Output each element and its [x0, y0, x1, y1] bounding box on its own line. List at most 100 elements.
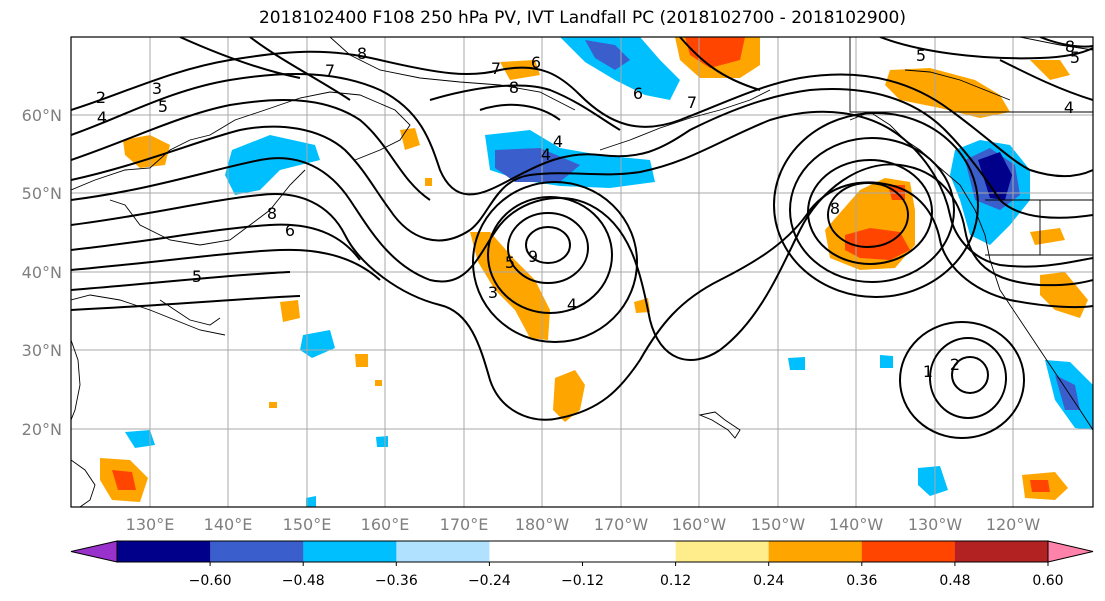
latitude-labels: 60°N 50°N 40°N 30°N 20°N	[22, 106, 62, 439]
neg-anomaly-region	[225, 135, 320, 195]
lon-label: 140°E	[204, 515, 253, 534]
contour-label: 6	[633, 84, 643, 103]
colorbar-segment	[303, 541, 397, 562]
contour-label: 3	[488, 283, 498, 302]
contour-label: 4	[553, 132, 563, 151]
neg-anomaly-region	[376, 436, 388, 447]
contour-label: 6	[285, 221, 295, 240]
colorbar-tick-label: −0.36	[375, 573, 418, 589]
contour-label: 5	[1070, 48, 1080, 67]
contour-label: 4	[97, 108, 107, 127]
colorbar-tick-label: −0.48	[282, 573, 325, 589]
colorbar: −0.60 −0.48 −0.36 −0.24 −0.12 0.12 0.24 0.36 0.4…	[70, 540, 1094, 589]
neg-anomaly-region	[978, 152, 1012, 200]
lon-label: 170°W	[594, 515, 649, 534]
pos-anomaly-region	[885, 68, 1010, 118]
map-frame	[70, 36, 1094, 508]
pos-anomaly-region	[123, 135, 170, 168]
neg-anomaly-region	[585, 40, 630, 70]
neg-anomaly-region	[306, 496, 316, 507]
pos-anomaly-region	[1030, 480, 1050, 492]
pos-anomaly-region	[470, 232, 550, 340]
colorbar-tick-label: 0.48	[939, 573, 970, 589]
contour-label: 8	[830, 199, 840, 218]
colorbar-segment	[954, 541, 1049, 562]
colorbar-segment	[582, 541, 677, 562]
neg-anomaly-region	[788, 357, 805, 370]
contour-label: 8	[1065, 37, 1075, 56]
pos-anomaly-region	[1030, 228, 1065, 245]
colorbar-max-extension	[1047, 540, 1094, 563]
colorbar-segment	[396, 541, 490, 562]
pos-anomaly-region	[685, 37, 745, 68]
colorbar-tick-label: −0.24	[468, 573, 511, 589]
colorbar-segment	[210, 541, 304, 562]
neg-anomaly-region	[560, 37, 680, 100]
colorbar-tick-label: −0.60	[189, 573, 232, 589]
colorbar-tick-label: 0.60	[1032, 573, 1063, 589]
contour-label: 5	[505, 253, 515, 272]
contour-label: 2	[950, 355, 960, 374]
lon-label: 140°W	[829, 515, 884, 534]
coastlines	[71, 37, 1093, 507]
pos-anomaly-region	[845, 228, 910, 260]
contour-label: 7	[325, 61, 335, 80]
colorbar-tick-label: 0.24	[753, 573, 784, 589]
colorbar-segment	[117, 541, 211, 562]
contour-label: 8	[509, 78, 519, 97]
contour-label: 6	[531, 53, 541, 72]
colorbar-min-extension	[70, 540, 118, 563]
pos-anomaly-region	[375, 380, 382, 386]
pos-anomaly-region	[280, 300, 300, 322]
pos-anomaly-region	[269, 402, 277, 408]
pos-anomaly-region	[553, 370, 585, 422]
neg-anomaly-region	[880, 355, 893, 368]
lat-label: 50°N	[22, 184, 62, 203]
lon-label: 160°E	[361, 515, 410, 534]
lon-label: 160°W	[672, 515, 727, 534]
contour-label: 5	[192, 267, 202, 286]
contour-label: 4	[1064, 98, 1074, 117]
contour-label: 4	[541, 145, 551, 164]
ivt-anomaly-shading	[100, 37, 1093, 507]
lon-label: 170°E	[440, 515, 489, 534]
neg-anomaly-region	[125, 430, 155, 448]
colorbar-tick-label: 0.36	[846, 573, 877, 589]
contour-label: 9	[528, 247, 538, 266]
lon-label: 120°W	[986, 515, 1041, 534]
pos-anomaly-region	[400, 128, 420, 150]
contour-label: 5	[158, 97, 168, 116]
pos-anomaly-region	[355, 354, 368, 367]
colorbar-tick-label: 0.12	[660, 573, 691, 589]
contour-label: 7	[687, 93, 697, 112]
lon-label: 130°E	[126, 515, 175, 534]
contour-label: 8	[267, 204, 277, 223]
lon-label: 130°W	[908, 515, 963, 534]
lat-label: 30°N	[22, 341, 62, 360]
contour-label: 4	[567, 295, 577, 314]
map-gridlines	[71, 37, 1093, 507]
neg-anomaly-region	[300, 330, 335, 358]
contour-label: 2	[96, 88, 106, 107]
pos-anomaly-region	[112, 470, 136, 490]
colorbar-tick-label: −0.12	[561, 573, 604, 589]
pos-anomaly-region	[425, 178, 432, 186]
lat-label: 40°N	[22, 263, 62, 282]
pos-anomaly-region	[1030, 60, 1070, 80]
pos-anomaly-region	[500, 60, 540, 80]
colorbar-segment	[675, 541, 770, 562]
contour-label: 1	[923, 362, 933, 381]
neg-anomaly-region	[918, 466, 948, 496]
lon-label: 150°W	[751, 515, 806, 534]
contour-label: 8	[357, 44, 367, 63]
lat-label: 60°N	[22, 106, 62, 125]
lon-label: 180°W	[515, 515, 570, 534]
colorbar-segment	[768, 541, 863, 562]
colorbar-segment	[861, 541, 956, 562]
contour-label: 7	[491, 59, 501, 78]
longitude-labels: 130°E 140°E 150°E 160°E 170°E 180°W 170°W 160°W…	[126, 515, 1041, 534]
colorbar-segment	[489, 541, 583, 562]
pv-contours	[71, 37, 1093, 439]
